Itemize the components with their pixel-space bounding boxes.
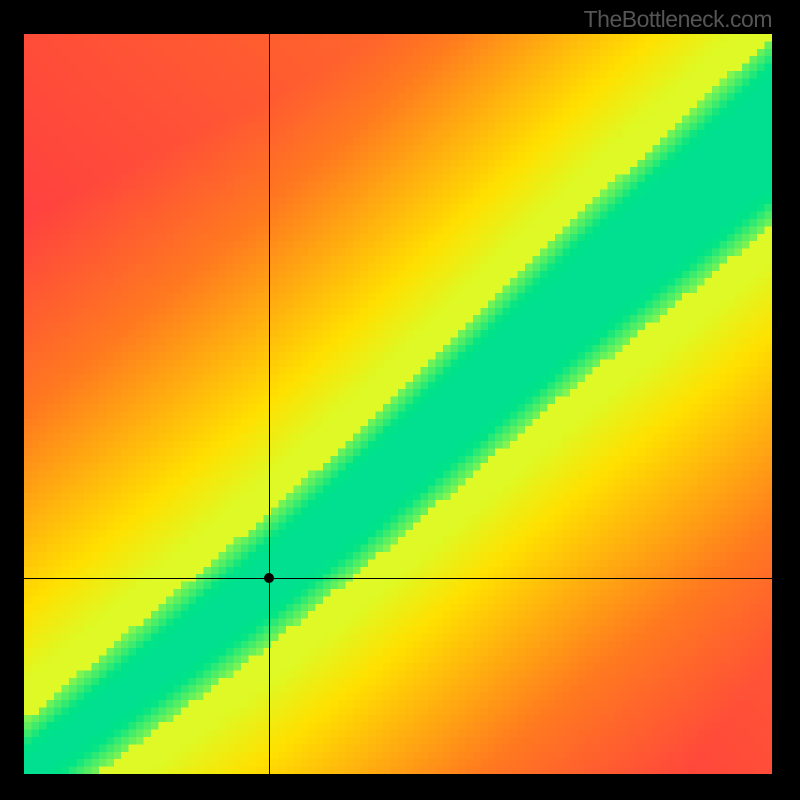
plot-area: [24, 34, 772, 774]
current-config-marker: [264, 573, 274, 583]
bottleneck-heatmap: [24, 34, 772, 774]
crosshair-vertical: [269, 34, 270, 774]
watermark-text: TheBottleneck.com: [584, 6, 772, 33]
crosshair-horizontal: [24, 578, 772, 579]
